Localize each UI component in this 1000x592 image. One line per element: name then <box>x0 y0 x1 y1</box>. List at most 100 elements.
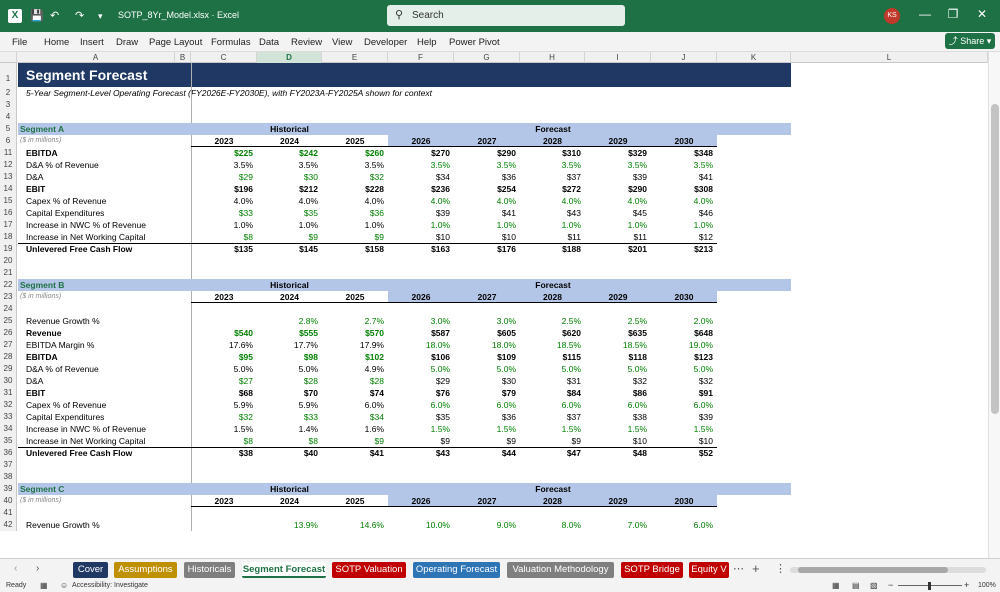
row-label[interactable]: D&A % of Revenue <box>26 364 99 374</box>
menu-insert[interactable]: Insert <box>80 37 104 48</box>
value-cell[interactable]: 18.5% <box>622 340 647 350</box>
row-label[interactable]: D&A <box>26 172 44 182</box>
row-label[interactable]: Unlevered Free Cash Flow <box>26 244 133 254</box>
column-header-c[interactable]: C <box>191 52 257 63</box>
value-cell[interactable]: 18.0% <box>425 340 450 350</box>
year-header[interactable]: 2027 <box>477 292 497 302</box>
row-header[interactable]: 4 <box>0 111 17 123</box>
add-sheet-icon[interactable]: + <box>752 561 760 576</box>
segment-name[interactable]: Segment B <box>20 280 65 290</box>
value-cell[interactable]: 3.5% <box>233 160 253 170</box>
menu-help[interactable]: Help <box>417 37 437 48</box>
row-label[interactable]: Revenue Growth % <box>26 520 100 530</box>
page-title[interactable]: Segment Forecast <box>26 67 148 83</box>
value-cell[interactable]: 2.8% <box>298 316 318 326</box>
historical-label[interactable]: Historical <box>270 280 309 290</box>
row-header[interactable]: 29 <box>0 363 17 375</box>
value-cell[interactable]: $84 <box>566 388 581 398</box>
column-header-j[interactable]: J <box>651 52 717 63</box>
value-cell[interactable]: $8 <box>243 232 253 242</box>
year-header[interactable]: 2024 <box>280 136 299 146</box>
search-box[interactable]: ⚲ Search <box>387 5 625 26</box>
value-cell[interactable]: $10 <box>632 436 647 446</box>
menu-developer[interactable]: Developer <box>364 37 408 48</box>
sheet-tab[interactable]: Historicals <box>184 562 235 578</box>
historical-label[interactable]: Historical <box>270 484 309 494</box>
value-cell[interactable]: $570 <box>365 328 384 338</box>
row-header[interactable]: 23 <box>0 291 17 303</box>
row-header[interactable]: 5 <box>0 123 17 135</box>
value-cell[interactable]: $9 <box>440 436 450 446</box>
value-cell[interactable]: 5.0% <box>627 364 647 374</box>
menu-formulas[interactable]: Formulas <box>211 37 251 48</box>
row-label[interactable]: EBITDA <box>26 148 58 158</box>
value-cell[interactable]: $348 <box>694 148 713 158</box>
sheet-tab[interactable]: Equity V <box>689 562 729 578</box>
undo-icon[interactable]: ↶ <box>50 10 60 22</box>
value-cell[interactable]: 4.0% <box>364 196 384 206</box>
value-cell[interactable]: 19.0% <box>688 340 713 350</box>
value-cell[interactable]: 1.0% <box>693 220 713 230</box>
year-header[interactable]: 2027 <box>477 136 497 146</box>
year-header[interactable]: 2028 <box>543 496 562 506</box>
close-icon[interactable]: ✕ <box>976 7 988 21</box>
value-cell[interactable]: $213 <box>694 244 713 254</box>
value-cell[interactable]: $290 <box>628 184 647 194</box>
row-header[interactable]: 33 <box>0 411 17 423</box>
value-cell[interactable]: $41 <box>698 172 713 182</box>
value-cell[interactable]: 2.5% <box>561 316 581 326</box>
sheet-tab[interactable]: Assumptions <box>114 562 177 578</box>
value-cell[interactable]: 1.0% <box>298 220 318 230</box>
value-cell[interactable]: $272 <box>562 184 581 194</box>
value-cell[interactable]: $115 <box>562 352 581 362</box>
vertical-scrollbar[interactable] <box>988 52 1000 558</box>
value-cell[interactable]: $70 <box>303 388 318 398</box>
value-cell[interactable]: $34 <box>369 412 384 422</box>
row-label[interactable]: Increase in Net Working Capital <box>26 436 146 446</box>
menu-home[interactable]: Home <box>44 37 70 48</box>
value-cell[interactable]: 13.9% <box>293 520 318 530</box>
menu-page-layout[interactable]: Page Layout <box>149 37 203 48</box>
value-cell[interactable]: 8.0% <box>561 520 581 530</box>
value-cell[interactable]: $254 <box>497 184 516 194</box>
row-header[interactable]: 6 <box>0 135 17 147</box>
value-cell[interactable]: $33 <box>238 208 253 218</box>
page-break-view-icon[interactable]: ▧ <box>870 581 878 590</box>
column-header-h[interactable]: H <box>520 52 585 63</box>
year-header[interactable]: 2029 <box>608 496 628 506</box>
year-header[interactable]: 2026 <box>411 292 431 302</box>
value-cell[interactable]: 17.7% <box>293 340 318 350</box>
value-cell[interactable]: 1.5% <box>233 424 253 434</box>
menu-file[interactable]: File <box>12 37 28 48</box>
value-cell[interactable]: $39 <box>698 412 713 422</box>
value-cell[interactable]: $43 <box>566 208 581 218</box>
column-header-l[interactable]: L <box>791 52 988 63</box>
row-label[interactable]: EBITDA <box>26 352 58 362</box>
year-header[interactable]: 2028 <box>543 136 562 146</box>
value-cell[interactable]: $158 <box>365 244 384 254</box>
year-header[interactable]: 2025 <box>345 136 365 146</box>
accessibility-status[interactable]: Accessibility: Investigate <box>72 582 148 589</box>
restore-icon[interactable]: ❐ <box>947 7 959 21</box>
value-cell[interactable]: $242 <box>299 148 318 158</box>
historical-label[interactable]: Historical <box>270 124 309 134</box>
value-cell[interactable]: 3.5% <box>430 160 450 170</box>
value-cell[interactable]: $290 <box>497 148 516 158</box>
row-header[interactable]: 41 <box>0 507 17 519</box>
value-cell[interactable]: $40 <box>303 448 318 458</box>
year-header[interactable]: 2029 <box>608 136 628 146</box>
sheet-tab[interactable]: Operating Forecast <box>413 562 500 578</box>
row-header[interactable]: 39 <box>0 483 17 495</box>
value-cell[interactable]: 1.0% <box>233 220 253 230</box>
year-header[interactable]: 2025 <box>345 496 365 506</box>
value-cell[interactable]: $196 <box>234 184 253 194</box>
value-cell[interactable]: $35 <box>435 412 450 422</box>
year-header[interactable]: 2023 <box>214 292 234 302</box>
value-cell[interactable]: 4.0% <box>430 196 450 206</box>
row-header[interactable]: 32 <box>0 399 17 411</box>
value-cell[interactable]: $38 <box>238 448 253 458</box>
value-cell[interactable]: $47 <box>566 448 581 458</box>
value-cell[interactable]: $9 <box>571 436 581 446</box>
year-header[interactable]: 2027 <box>477 496 497 506</box>
sheet-tab[interactable]: Valuation Methodology <box>507 562 614 578</box>
